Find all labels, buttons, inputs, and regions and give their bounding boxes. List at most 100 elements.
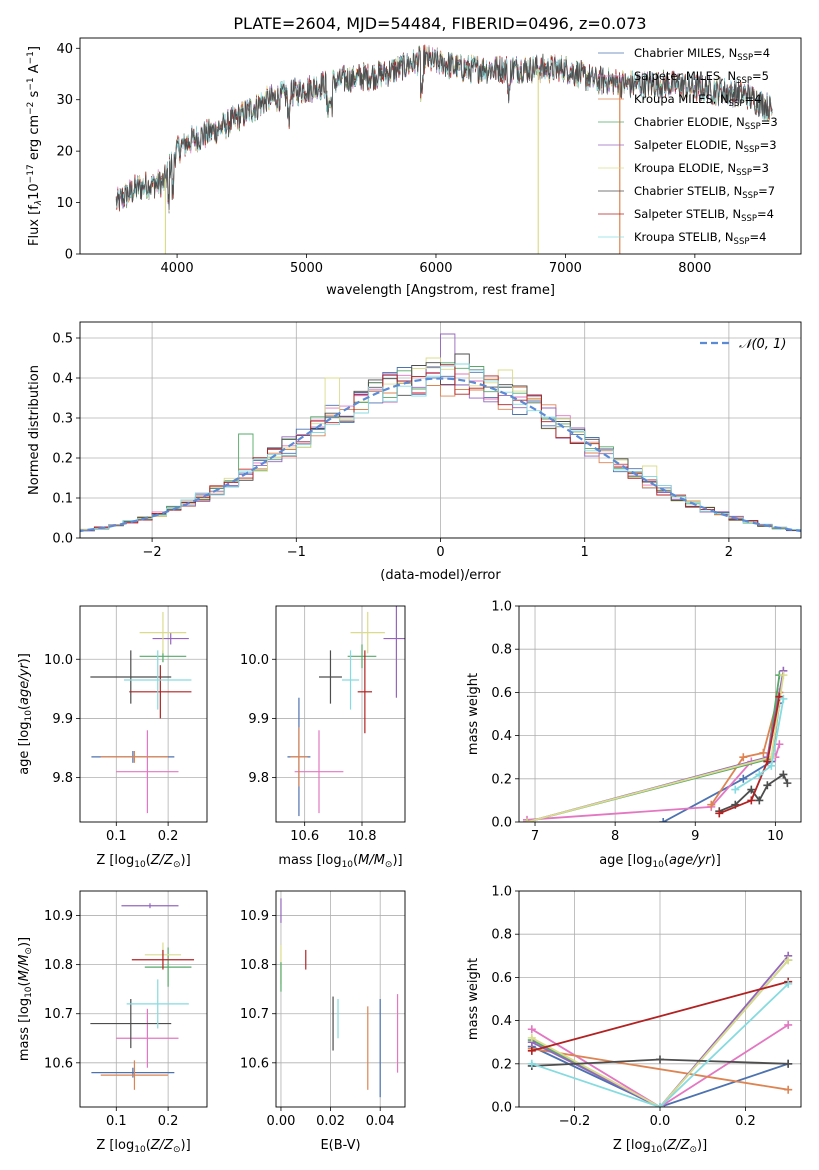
mass-weight-point-marker [755, 770, 764, 779]
y-axis-label: age [log10(age/yr)] [17, 653, 34, 775]
mass-weight-point-marker [707, 800, 716, 809]
legend-entry: 𝒩(0, 1) [739, 337, 786, 352]
mass_vs_Z-panel: 0.1 0.2 10.6 10.7 10.8 10.9 Z [log10(Z/Z⊙)] [44, 890, 208, 1155]
x-tick-label: −1 [287, 545, 306, 560]
age_vs_Z-panel: 0.1 0.2 9.8 9.9 10.0 Z [log10(Z/Z⊙)] [44, 605, 208, 870]
y-tick-label: 0.2 [491, 1057, 512, 1072]
spectrum-y-axis-label: Flux [fλ10−17 erg cm−2 s−1 A−1] [26, 46, 44, 246]
errorbar-point [126, 979, 189, 1029]
x-tick-label: 0.00 [266, 1114, 295, 1129]
x-tick-label: 7 [531, 829, 539, 844]
mass-weight-point-marker [775, 740, 784, 749]
y-axis-label: mass weight [466, 673, 481, 755]
y-tick-label: 10 [56, 196, 73, 211]
y-tick-label: 0.4 [491, 729, 512, 744]
mass-weight-point-marker [784, 1020, 793, 1029]
y-tick-label: 0.2 [491, 772, 512, 787]
errorbar-point [357, 650, 373, 734]
errorbar-point [350, 611, 385, 654]
residuals-panel: −2 −1 0 1 2 0.0 0.1 0.2 0.3 0.4 0.5 𝒩(0, 1) [52, 321, 802, 560]
mass-weight-point-marker [779, 770, 788, 779]
spectrum-series-line [115, 46, 773, 210]
errorbar-point [129, 665, 192, 719]
x-tick-label: 9 [691, 829, 699, 844]
axes-frame [79, 37, 802, 255]
age_vs_Z-plot-area [80, 606, 207, 822]
mass-weight-point-marker [755, 796, 764, 805]
legend-entry: Salpeter ELODIE, NSSP=3 [634, 138, 777, 155]
x-tick-label: 1 [581, 545, 589, 560]
y-tick-label: 10.9 [240, 909, 269, 924]
mass-weight-point-marker [527, 1033, 536, 1042]
y-tick-label: 0.0 [491, 1101, 512, 1116]
normal-curve [80, 377, 801, 533]
x-tick-label: 0.02 [316, 1114, 345, 1129]
mass-weight-point-marker [659, 818, 668, 822]
y-tick-label: 0.3 [52, 412, 73, 427]
errorbar-point [131, 949, 195, 970]
age_vs_mass-panel: 10.6 10.8 9.8 9.9 10.0 mass [log10(M/M⊙)] [240, 605, 406, 870]
axes-frame [275, 890, 406, 1108]
x-axis-label: Z [log10(Z/Z⊙)] [96, 1138, 190, 1155]
mass-weight-series-line [531, 959, 789, 1107]
y-tick-label: 10.8 [44, 958, 73, 973]
mass-weight-point-marker [527, 1046, 536, 1055]
axes-frame [79, 605, 208, 823]
massweight_vs_Z-panel: −0.2 0.0 0.2 0.0 0.2 0.4 0.6 0.8 1.0 Z [log10(Z/Z… [491, 885, 802, 1155]
spectrum-x-axis-label: wavelength [Angstrom, rest frame] [326, 283, 555, 298]
y-tick-label: 9.8 [248, 771, 269, 786]
y-tick-label: 0.8 [491, 928, 512, 943]
mass-weight-point-marker [763, 757, 772, 766]
x-tick-label: −0.2 [559, 1114, 591, 1129]
x-tick-label: 4000 [161, 261, 194, 276]
y-tick-label: 10.8 [240, 958, 269, 973]
x-tick-label: 0.0 [650, 1114, 671, 1129]
legend-entry: Salpeter MILES, NSSP=5 [634, 69, 769, 86]
mass-weight-series-line [526, 674, 785, 822]
x-tick-label: 6000 [419, 261, 452, 276]
y-tick-label: 9.8 [52, 771, 73, 786]
spectrum-plot-area [115, 44, 773, 254]
mass-weight-point-marker [759, 748, 768, 757]
y-tick-label: 0.6 [491, 686, 512, 701]
x-axis-label: mass [log10(M/M⊙)] [278, 853, 402, 870]
mass-weight-series-line [526, 743, 781, 821]
mass-weight-series-line [531, 1045, 789, 1107]
mass_vs_Z-plot-area [80, 891, 207, 1107]
y-tick-label: 40 [56, 42, 73, 57]
errorbar-point [90, 650, 172, 704]
errorbar-point [100, 750, 169, 763]
y-tick-label: 9.9 [248, 712, 269, 727]
mass-weight-series-line [734, 698, 785, 791]
errorbar-point [144, 947, 192, 987]
mass-weight-point-marker [747, 785, 756, 794]
x-axis-label: age [log10(age/yr)] [599, 853, 721, 870]
mass-weight-point-marker [747, 796, 756, 805]
mass-weight-point-marker [739, 753, 748, 762]
mass-weight-point-marker [656, 1103, 664, 1107]
y-tick-label: 0.1 [52, 492, 73, 507]
legend-entry: Salpeter STELIB, NSSP=4 [634, 207, 774, 224]
x-axis-label: E(B-V) [320, 1138, 360, 1153]
x-tick-label: −2 [143, 545, 162, 560]
legend-entry: Kroupa STELIB, NSSP=4 [634, 230, 766, 247]
x-tick-label: 0.04 [366, 1114, 395, 1129]
y-tick-label: 0 [65, 248, 73, 263]
mass-weight-series-line [718, 773, 789, 813]
x-tick-label: 0.2 [158, 1114, 179, 1129]
x-tick-label: 10.6 [290, 829, 319, 844]
x-tick-label: 2 [725, 545, 733, 560]
y-tick-label: 0.0 [491, 816, 512, 831]
residuals-x-axis-label: (data-model)/error [380, 568, 501, 583]
x-tick-label: 10 [767, 829, 784, 844]
x-tick-label: 0.1 [106, 829, 127, 844]
y-tick-label: 10.0 [44, 653, 73, 668]
y-tick-label: 10.9 [44, 909, 73, 924]
y-tick-label: 0.4 [52, 372, 73, 387]
legend-entry: Chabrier MILES, NSSP=4 [634, 46, 770, 63]
x-tick-label: 5000 [290, 261, 323, 276]
mass-weight-series-line [526, 670, 785, 822]
errorbar-point [124, 650, 192, 710]
axes-frame [518, 890, 802, 1108]
mass-weight-point-marker [656, 1055, 664, 1064]
